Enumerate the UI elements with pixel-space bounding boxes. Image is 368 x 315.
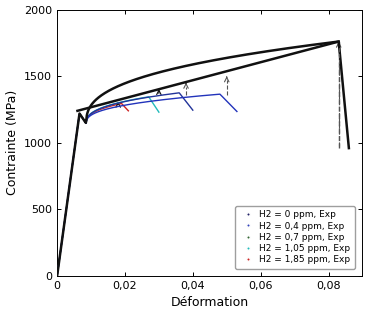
Y-axis label: Contrainte (MPa): Contrainte (MPa) [6, 90, 18, 195]
X-axis label: Déformation: Déformation [171, 296, 249, 309]
Legend: H2 = 0 ppm, Exp, H2 = 0,4 ppm, Exp, H2 = 0,7 ppm, Exp, H2 = 1,05 ppm, Exp, H2 = : H2 = 0 ppm, Exp, H2 = 0,4 ppm, Exp, H2 =… [235, 206, 355, 269]
